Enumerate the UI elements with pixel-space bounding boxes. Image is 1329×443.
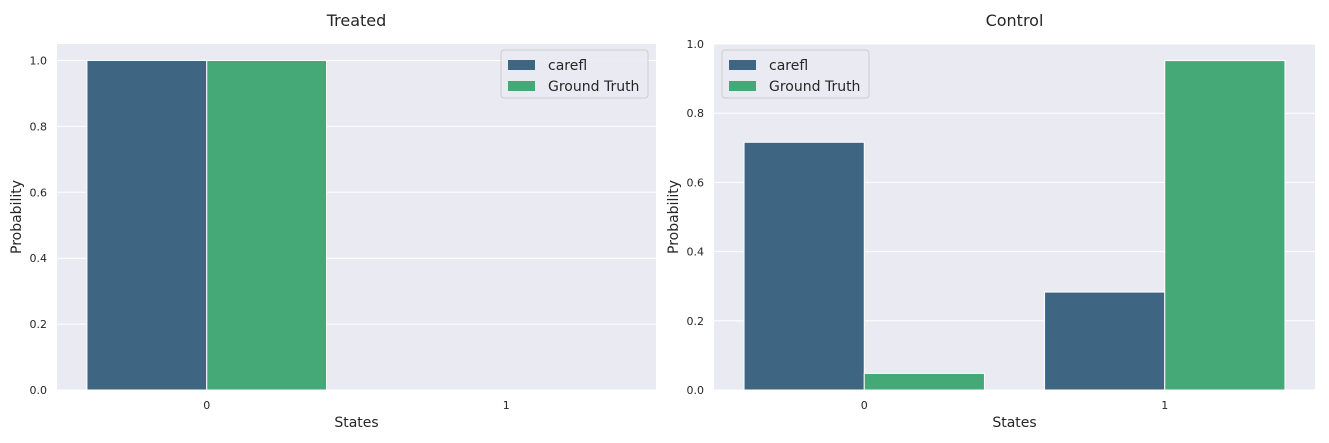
chart-title: Control <box>986 11 1044 30</box>
x-tick-label: 1 <box>1161 399 1168 412</box>
y-tick-label: 0.8 <box>687 107 705 120</box>
x-tick-label: 1 <box>503 399 510 412</box>
y-tick-label: 1.0 <box>687 38 705 51</box>
x-tick-label: 0 <box>861 399 868 412</box>
legend-box <box>721 49 870 99</box>
y-tick-label: 0.2 <box>30 318 48 331</box>
y-tick-label: 0.4 <box>687 246 705 259</box>
bar-ground-truth <box>863 372 985 391</box>
legend-label: carefl <box>548 58 587 74</box>
x-axis-label: States <box>334 415 378 431</box>
x-axis-label: States <box>992 415 1036 431</box>
bar-carefl <box>743 141 865 391</box>
legend: carefl Ground Truth <box>721 49 870 99</box>
bar-carefl <box>86 59 208 391</box>
y-axis-label: Probability <box>666 180 682 254</box>
legend-swatch <box>508 81 535 91</box>
legend-label: Ground Truth <box>769 79 860 95</box>
y-tick-label: 0.0 <box>687 384 705 397</box>
bar-ground-truth <box>1164 60 1286 391</box>
y-tick-label: 0.4 <box>30 252 48 265</box>
chart-treated: 0.0 0.2 0.4 0.6 0.8 1.0 0 1 Treated States Probabi… <box>9 11 656 431</box>
legend-swatch <box>729 60 756 70</box>
y-tick-label: 1.0 <box>30 54 48 67</box>
legend-box <box>500 49 649 99</box>
legend-swatch <box>729 81 756 91</box>
legend-swatch <box>508 60 535 70</box>
y-tick-label: 0.6 <box>687 176 705 189</box>
chart-title: Treated <box>326 11 387 30</box>
legend-label: carefl <box>769 58 808 74</box>
bar-carefl <box>1044 291 1166 391</box>
legend: carefl Ground Truth <box>500 49 649 99</box>
bar-ground-truth <box>206 59 328 391</box>
y-tick-label: 0.2 <box>687 315 705 328</box>
y-tick-label: 0.8 <box>30 120 48 133</box>
x-tick-label: 0 <box>203 399 210 412</box>
y-axis-label: Probability <box>9 180 25 254</box>
chart-control: 0.0 0.2 0.4 0.6 0.8 1.0 0 1 Control States Probabi… <box>666 11 1315 431</box>
legend-label: Ground Truth <box>548 79 639 95</box>
y-tick-label: 0.6 <box>30 186 48 199</box>
y-tick-label: 0.0 <box>30 384 48 397</box>
